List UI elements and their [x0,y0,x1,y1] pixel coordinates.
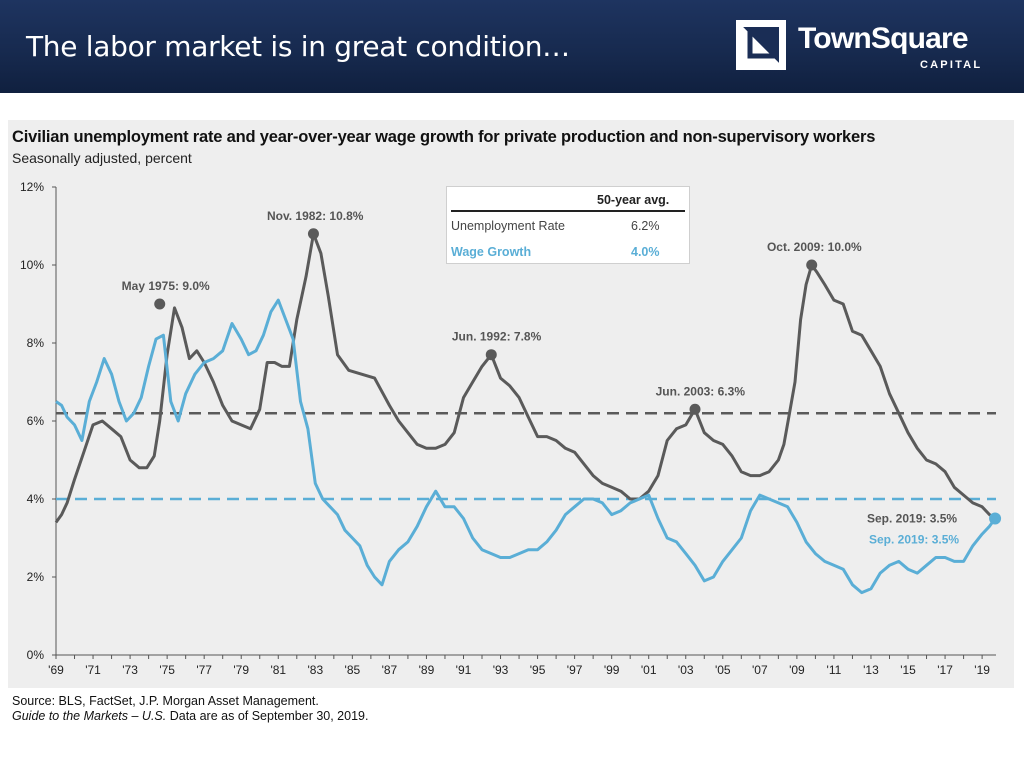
y-tick-label: 0% [27,648,45,662]
x-tick-label: '87 [382,663,398,677]
legend-value-wage-growth: 4.0% [631,245,660,259]
source-line-2: Guide to the Markets – U.S. Data are as … [12,709,368,724]
annotation-label: May 1975: 9.0% [122,279,210,293]
x-tick-label: '01 [641,663,657,677]
x-tick-label: '93 [493,663,509,677]
y-tick-label: 10% [20,258,44,272]
townsquare-logo-icon [736,20,786,70]
legend-row-unemployment: Unemployment Rate 6.2% [451,219,685,237]
legend-label-unemployment: Unemployment Rate [451,219,565,233]
x-tick-label: '19 [974,663,990,677]
legend-label-wage-growth: Wage Growth [451,245,532,259]
logo-subtitle: CAPITAL [920,59,983,71]
chart-title: Civilian unemployment rate and year-over… [12,128,876,146]
annotation-marker [154,298,166,310]
x-tick-label: '83 [307,663,323,677]
annotation-label: Jun. 1992: 7.8% [452,330,542,344]
x-tick-label: '71 [85,663,101,677]
source-date-note: Data are as of September 30, 2019. [166,709,369,723]
x-tick-label: '73 [122,663,138,677]
x-tick-label: '69 [48,663,64,677]
x-tick-label: '77 [196,663,212,677]
x-tick-label: '91 [456,663,472,677]
annotation-marker [307,228,319,240]
x-tick-label: '03 [678,663,694,677]
x-tick-label: '79 [233,663,249,677]
x-tick-label: '05 [715,663,731,677]
annotation-label: Jun. 2003: 6.3% [656,384,746,398]
x-tick-label: '81 [270,663,286,677]
annotation-marker [989,512,1002,525]
source-guide-title: Guide to the Markets – U.S. [12,709,167,723]
slide-title: The labor market is in great condition… [26,30,570,63]
y-tick-label: 12% [20,180,44,194]
y-tick-label: 2% [27,570,45,584]
source-note: Source: BLS, FactSet, J.P. Morgan Asset … [12,694,368,724]
x-tick-label: '09 [789,663,805,677]
legend-row-wage-growth: Wage Growth 4.0% [451,245,685,263]
annotation-marker [689,403,701,415]
x-tick-label: '97 [567,663,583,677]
x-tick-label: '89 [419,663,435,677]
townsquare-logo: TownSquare CAPITAL [736,20,996,74]
x-tick-label: '17 [937,663,953,677]
x-tick-label: '15 [900,663,916,677]
y-tick-label: 6% [27,414,45,428]
y-tick-label: 8% [27,336,45,350]
chart-subtitle: Seasonally adjusted, percent [12,150,192,166]
x-tick-label: '75 [159,663,175,677]
x-tick-label: '99 [604,663,620,677]
legend-header: 50-year avg. [597,193,670,207]
x-tick-label: '95 [530,663,546,677]
y-tick-label: 4% [27,492,45,506]
x-tick-label: '11 [827,663,842,677]
annotation-label: Sep. 2019: 3.5% [867,512,957,526]
annotation-marker [485,349,497,361]
legend-value-unemployment: 6.2% [631,219,660,233]
source-line-1: Source: BLS, FactSet, J.P. Morgan Asset … [12,694,319,708]
unemployment-rate-line [54,232,996,524]
annotation-label: Nov. 1982: 10.8% [267,209,364,223]
legend-table: 50-year avg. Unemployment Rate 6.2% Wage… [446,186,690,264]
x-tick-label: '13 [863,663,879,677]
slide-header: The labor market is in great condition… … [0,0,1024,93]
logo-name: TownSquare [798,22,969,55]
x-tick-label: '85 [345,663,361,677]
x-tick-label: '07 [752,663,768,677]
annotation-label: Sep. 2019: 3.5% [869,533,959,547]
annotation-marker [806,259,818,271]
legend-rule [451,210,685,212]
annotation-label: Oct. 2009: 10.0% [767,240,862,254]
wage-growth-line [55,298,997,595]
